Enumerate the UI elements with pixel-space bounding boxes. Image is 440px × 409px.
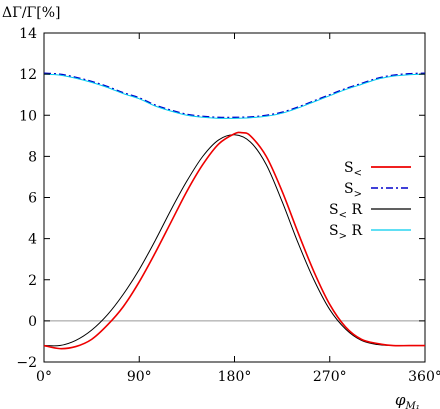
series-line-0 [43,131,425,350]
legend-label-0: S< [344,160,362,179]
x-tick-label: 0° [36,369,52,385]
y-tick-label: 4 [28,232,37,248]
series-line-1 [43,72,426,119]
legend-label-3: S> R [329,223,362,242]
y-axis-label: ΔΓ/Γ[%] [2,5,60,21]
x-axis-label: φM₁ [395,391,420,409]
y-tick-label: 14 [19,26,37,42]
y-tick-label: 10 [19,108,37,124]
x-tick-label: 360° [408,369,440,385]
x-tick-label: 90° [127,369,152,385]
x-tick-label: 180° [218,369,252,385]
y-tick-label: 8 [28,149,37,165]
y-tick-label: 0 [28,314,37,330]
legend-label-1: S> [344,181,362,200]
y-tick-label: 6 [28,191,37,207]
y-tick-label: 2 [28,273,37,289]
series-line-3 [43,73,426,119]
series-line-2 [43,134,425,347]
y-tick-label: −2 [16,355,37,371]
y-tick-label: 12 [19,67,37,83]
legend-label-2: S< R [329,202,362,221]
x-tick-label: 270° [313,369,347,385]
